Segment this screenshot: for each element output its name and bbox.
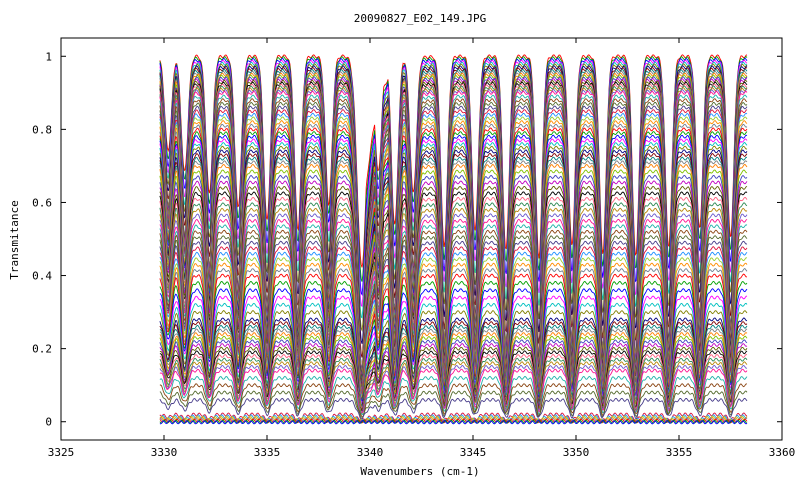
series-line	[159, 361, 748, 415]
series-line	[159, 324, 748, 407]
series-line	[159, 65, 748, 344]
series-line	[159, 109, 748, 375]
series-line	[159, 180, 748, 386]
series-line	[159, 419, 748, 425]
series-line	[159, 368, 748, 414]
series-line	[159, 257, 748, 400]
series-line	[159, 123, 748, 377]
y-axis-label: Transmitance	[8, 200, 21, 279]
series-line	[159, 229, 748, 396]
series-line	[159, 350, 748, 412]
series-line	[159, 185, 748, 387]
series-line	[159, 105, 748, 375]
y-tick-label: 0.6	[32, 196, 52, 209]
series-line	[159, 141, 748, 382]
series-line	[159, 383, 747, 418]
series-line	[159, 240, 748, 395]
series-line	[159, 280, 748, 400]
series-line	[159, 90, 748, 374]
series-line	[159, 174, 748, 385]
y-tick-label: 1	[45, 50, 52, 63]
series-line	[159, 288, 748, 402]
series-line	[159, 202, 748, 390]
y-tick-label: 0.8	[32, 123, 52, 136]
series-line	[159, 127, 748, 378]
x-axis-ticks: 3325 3330 3335 3340 3345 3350 3355 3360	[48, 38, 796, 459]
series-line	[159, 332, 748, 411]
series-line	[159, 375, 748, 416]
x-tick-label: 3355	[666, 446, 693, 459]
series-line	[159, 101, 748, 374]
series-line	[159, 112, 748, 377]
series-line	[159, 131, 748, 378]
series-line	[159, 94, 748, 376]
x-tick-label: 3330	[151, 446, 178, 459]
series-line	[159, 310, 748, 407]
series-line	[159, 191, 748, 389]
series-line	[159, 235, 748, 395]
series-line	[159, 353, 748, 414]
y-tick-label: 0.4	[32, 270, 52, 283]
series-line	[159, 251, 748, 397]
series-line	[159, 302, 748, 407]
series-line	[159, 88, 748, 373]
series-line	[159, 134, 748, 380]
x-tick-label: 3350	[563, 446, 590, 459]
series-line	[159, 357, 748, 415]
series-line	[159, 268, 748, 401]
series-line	[159, 207, 748, 389]
series-line	[159, 295, 748, 405]
series-line	[159, 145, 748, 381]
series-line	[159, 218, 748, 393]
y-axis-ticks: 0 0.2 0.4 0.6 0.8 1	[32, 50, 782, 429]
series-line	[159, 213, 748, 391]
series-line	[159, 321, 748, 407]
series-line	[159, 149, 748, 381]
series-line	[159, 54, 748, 268]
x-tick-label: 3335	[254, 446, 281, 459]
series-line	[159, 169, 748, 384]
x-tick-label: 3325	[48, 446, 75, 459]
series-line	[159, 328, 748, 409]
series-line	[159, 412, 748, 423]
series-line	[159, 364, 748, 415]
series-line	[159, 156, 747, 383]
series-line	[159, 59, 748, 308]
series-line	[159, 390, 748, 420]
series-line	[159, 163, 748, 386]
x-tick-label: 3340	[357, 446, 384, 459]
series-line	[159, 160, 748, 385]
series-line	[159, 273, 748, 401]
series-line	[159, 262, 748, 401]
series-line	[159, 246, 748, 395]
series-line	[159, 152, 748, 383]
series-lines	[159, 54, 748, 425]
series-line	[159, 116, 748, 379]
series-line	[159, 138, 748, 381]
series-line	[159, 335, 748, 412]
series-line	[159, 397, 748, 421]
series-line	[159, 346, 748, 410]
plot-frame	[60, 37, 783, 441]
series-line	[159, 196, 748, 391]
x-tick-label: 3345	[460, 446, 487, 459]
series-line	[159, 120, 748, 378]
x-axis-label: Wavenumbers (cm-1)	[360, 465, 479, 478]
series-line	[159, 342, 748, 411]
series-line	[159, 317, 748, 408]
x-tick-label: 3360	[769, 446, 796, 459]
y-tick-label: 0.2	[32, 343, 52, 356]
series-line	[159, 224, 748, 396]
chart-title: 20090827_E02_149.JPG	[354, 12, 486, 25]
series-line	[159, 56, 748, 282]
y-tick-label: 0	[45, 416, 52, 429]
series-line	[159, 98, 748, 374]
series-line	[159, 339, 748, 412]
